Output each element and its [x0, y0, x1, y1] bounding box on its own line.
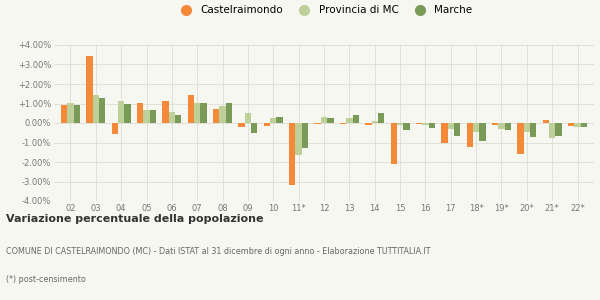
Bar: [422, 123, 428, 125]
Bar: [505, 123, 511, 130]
Bar: [314, 123, 321, 124]
Bar: [251, 123, 257, 133]
Bar: [137, 103, 143, 123]
Bar: [188, 95, 194, 123]
Bar: [492, 123, 498, 125]
Bar: [92, 95, 99, 123]
Bar: [150, 110, 156, 123]
Bar: [194, 103, 200, 123]
Bar: [200, 103, 207, 123]
Bar: [289, 123, 295, 185]
Bar: [346, 118, 353, 123]
Bar: [467, 123, 473, 147]
Bar: [416, 123, 422, 124]
Bar: [220, 106, 226, 123]
Bar: [549, 123, 556, 138]
Bar: [238, 123, 245, 127]
Bar: [428, 123, 435, 128]
Bar: [124, 104, 131, 123]
Bar: [568, 123, 574, 126]
Bar: [74, 105, 80, 123]
Bar: [448, 123, 454, 129]
Text: COMUNE DI CASTELRAIMONDO (MC) - Dati ISTAT al 31 dicembre di ogni anno - Elabora: COMUNE DI CASTELRAIMONDO (MC) - Dati IST…: [6, 248, 431, 256]
Bar: [542, 120, 549, 123]
Bar: [169, 112, 175, 123]
Bar: [391, 123, 397, 164]
Bar: [479, 123, 485, 140]
Bar: [163, 100, 169, 123]
Bar: [441, 123, 448, 143]
Bar: [327, 118, 334, 123]
Bar: [112, 123, 118, 134]
Bar: [365, 123, 371, 125]
Bar: [524, 123, 530, 132]
Bar: [264, 123, 270, 126]
Bar: [175, 115, 181, 123]
Bar: [498, 123, 505, 129]
Bar: [99, 98, 106, 123]
Bar: [454, 123, 460, 136]
Bar: [67, 103, 74, 123]
Bar: [371, 121, 378, 123]
Bar: [226, 103, 232, 123]
Bar: [302, 123, 308, 148]
Bar: [530, 123, 536, 137]
Bar: [213, 109, 220, 123]
Bar: [556, 123, 562, 136]
Bar: [245, 113, 251, 123]
Bar: [581, 123, 587, 127]
Bar: [61, 105, 67, 123]
Bar: [86, 56, 92, 123]
Bar: [321, 117, 327, 123]
Bar: [353, 115, 359, 123]
Bar: [277, 117, 283, 123]
Text: Variazione percentuale della popolazione: Variazione percentuale della popolazione: [6, 214, 263, 224]
Text: (*) post-censimento: (*) post-censimento: [6, 274, 86, 284]
Bar: [295, 123, 302, 155]
Bar: [270, 118, 277, 123]
Bar: [403, 123, 410, 130]
Bar: [574, 123, 581, 127]
Bar: [397, 123, 403, 125]
Bar: [340, 123, 346, 124]
Legend: Castelraimondo, Provincia di MC, Marche: Castelraimondo, Provincia di MC, Marche: [173, 3, 475, 18]
Bar: [517, 123, 524, 154]
Bar: [118, 100, 124, 123]
Bar: [378, 113, 384, 123]
Bar: [143, 110, 150, 123]
Bar: [473, 123, 479, 132]
